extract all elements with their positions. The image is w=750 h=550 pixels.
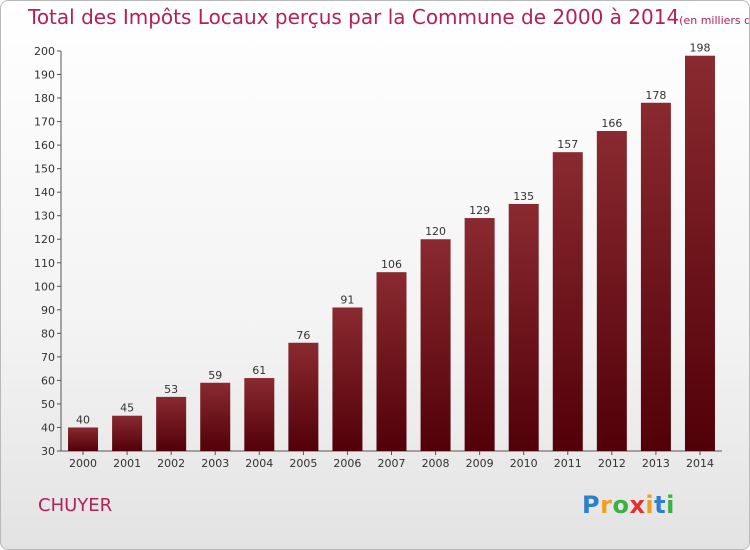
y-tick-label: 200 <box>34 45 55 58</box>
y-tick-label: 130 <box>34 210 55 223</box>
bar <box>376 272 407 451</box>
bar <box>288 342 319 451</box>
data-label: 198 <box>689 42 710 55</box>
bar <box>332 307 363 451</box>
x-tick-label: 2007 <box>378 457 406 470</box>
y-tick-label: 160 <box>34 139 55 152</box>
x-tick-label: 2013 <box>642 457 670 470</box>
bar <box>640 102 671 451</box>
data-label: 61 <box>252 364 266 377</box>
x-tick-label: 2003 <box>201 457 229 470</box>
data-label: 59 <box>208 369 222 382</box>
data-label: 106 <box>381 258 402 271</box>
x-tick-label: 2012 <box>598 457 626 470</box>
y-tick-label: 150 <box>34 163 55 176</box>
data-label: 45 <box>120 402 134 415</box>
bar <box>508 203 539 451</box>
y-tick-label: 70 <box>41 351 55 364</box>
y-tick-label: 50 <box>41 398 55 411</box>
x-tick-label: 2010 <box>510 457 538 470</box>
proxiti-logo: Proxiti <box>582 491 675 519</box>
x-tick-label: 2011 <box>554 457 582 470</box>
x-tick-label: 2008 <box>422 457 450 470</box>
bar <box>156 396 187 451</box>
data-label: 135 <box>513 190 534 203</box>
data-label: 166 <box>601 117 622 130</box>
y-tick-label: 180 <box>34 92 55 105</box>
y-tick-label: 140 <box>34 186 55 199</box>
y-tick-label: 120 <box>34 233 55 246</box>
y-tick-label: 30 <box>41 445 55 458</box>
bar <box>244 378 275 451</box>
y-tick-label: 110 <box>34 257 55 270</box>
commune-name: CHUYER <box>38 495 113 516</box>
y-tick-label: 90 <box>41 304 55 317</box>
y-tick-label: 100 <box>34 280 55 293</box>
bar <box>68 427 99 451</box>
x-tick-label: 2009 <box>466 457 494 470</box>
y-tick-label: 40 <box>41 421 55 434</box>
y-tick-label: 170 <box>34 116 55 129</box>
bar <box>200 382 231 451</box>
x-tick-label: 2014 <box>686 457 714 470</box>
x-tick-label: 2000 <box>69 457 97 470</box>
bar <box>596 131 627 451</box>
data-label: 40 <box>76 413 90 426</box>
chart-title-unit: (en milliers d'€) <box>679 14 749 27</box>
data-label: 91 <box>340 293 354 306</box>
bar <box>464 218 495 451</box>
bar <box>552 152 583 452</box>
x-tick-label: 2006 <box>333 457 361 470</box>
chart-bars <box>68 55 715 452</box>
chart-title: Total des Impôts Locaux perçus par la Co… <box>28 5 749 29</box>
y-tick-label: 60 <box>41 374 55 387</box>
data-label: 76 <box>296 329 310 342</box>
x-tick-label: 2005 <box>289 457 317 470</box>
chart-title-text: Total des Impôts Locaux perçus par la Co… <box>28 5 680 29</box>
y-tick-label: 190 <box>34 69 55 82</box>
data-label: 120 <box>425 225 446 238</box>
chart-axes: 30 40 50 60 70 80 90 100 110 120 130 140 150 160 170 18… <box>34 45 722 458</box>
x-tick-label: 2004 <box>245 457 273 470</box>
bar <box>420 239 451 451</box>
x-tick-label: 2001 <box>113 457 141 470</box>
data-label: 129 <box>469 204 490 217</box>
bar <box>684 55 715 452</box>
y-tick-label: 80 <box>41 327 55 340</box>
data-label: 178 <box>645 89 666 102</box>
data-label: 157 <box>557 138 578 151</box>
chart-labels: 2000 40 2001 45 2002 53 2003 59 2004 61 2005 76 2006… <box>69 42 714 470</box>
bar <box>112 415 143 451</box>
x-tick-label: 2002 <box>157 457 185 470</box>
data-label: 53 <box>164 383 178 396</box>
